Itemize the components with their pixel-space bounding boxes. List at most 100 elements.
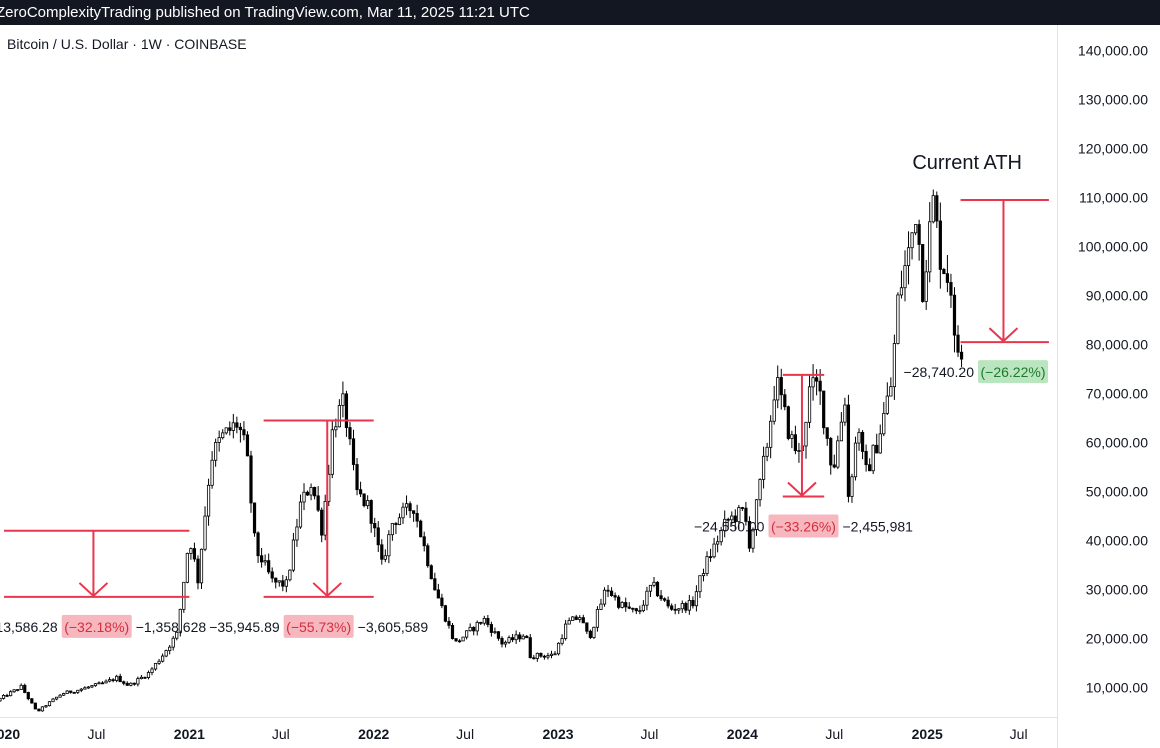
candle-body xyxy=(465,630,469,638)
x-tick-label: Jul xyxy=(640,726,658,742)
candle-body xyxy=(150,668,154,673)
candle-body xyxy=(62,693,66,696)
candle-body xyxy=(118,675,122,683)
candle-body xyxy=(369,500,373,524)
candle-body xyxy=(899,287,904,296)
candle-body xyxy=(571,616,575,621)
candle-body xyxy=(461,636,465,642)
candle-body xyxy=(811,377,815,388)
candle-body xyxy=(182,581,186,610)
candle-body xyxy=(825,427,829,439)
y-tick-label: 60,000.00 xyxy=(1086,435,1148,451)
x-tick-label: 2025 xyxy=(912,726,943,742)
pct-badge xyxy=(283,614,354,638)
candle-body xyxy=(132,682,136,685)
candle-body xyxy=(305,491,310,496)
candle-body xyxy=(153,662,158,670)
candle-body xyxy=(164,650,168,657)
candle-body xyxy=(457,640,462,643)
candle-body xyxy=(404,503,409,508)
candle-body xyxy=(945,273,950,283)
candle-body xyxy=(214,442,218,461)
pct-change-label: (−26.22%) xyxy=(981,364,1046,380)
candle-body xyxy=(334,426,338,431)
candle-body xyxy=(362,493,366,507)
candle-body xyxy=(90,685,94,688)
candle-body xyxy=(606,589,610,592)
candle-body xyxy=(206,484,211,517)
candle-body xyxy=(910,232,914,249)
candle-body xyxy=(228,427,232,431)
candle-body xyxy=(574,616,578,620)
candle-body xyxy=(217,437,221,443)
candle-body xyxy=(93,683,98,687)
candle-body xyxy=(436,589,440,599)
candle-body xyxy=(341,393,345,406)
candle-body xyxy=(203,515,207,550)
current-ath-label: Current ATH xyxy=(912,152,1022,174)
candle-body xyxy=(797,450,801,452)
candle-body xyxy=(65,690,69,694)
candle-body xyxy=(125,682,129,686)
candle-body xyxy=(578,617,582,620)
candle-body xyxy=(698,575,702,593)
candle-body xyxy=(560,638,564,644)
candle-body xyxy=(733,515,737,523)
candle-body xyxy=(620,602,624,608)
candle-body xyxy=(786,406,790,439)
candle-body xyxy=(500,637,504,645)
y-tick-label: 80,000.00 xyxy=(1086,337,1148,353)
candle-body xyxy=(58,694,62,698)
y-tick-label: 90,000.00 xyxy=(1086,288,1148,304)
candle-body xyxy=(122,681,126,684)
candle-body xyxy=(1,694,6,699)
candle-body xyxy=(956,334,960,353)
candle-body xyxy=(528,637,532,659)
candle-body xyxy=(730,515,734,521)
candle-body xyxy=(677,608,681,611)
y-tick-label: 10,000.00 xyxy=(1086,680,1148,696)
y-tick-label: 110,000.00 xyxy=(1079,190,1148,206)
pct-change-label: (−55.73%) xyxy=(286,619,351,635)
candle-body xyxy=(355,464,359,491)
candle-body xyxy=(503,641,508,645)
candle-body xyxy=(673,608,677,611)
candle-body xyxy=(104,680,108,684)
candle-body xyxy=(79,688,83,691)
candle-body xyxy=(37,708,41,712)
candle-body xyxy=(175,631,179,639)
candle-body xyxy=(242,429,246,436)
candle-body xyxy=(942,269,946,275)
candle-body xyxy=(913,224,918,234)
candle-body xyxy=(807,386,812,423)
candle-body xyxy=(765,446,769,457)
candle-body xyxy=(40,706,45,712)
candle-body xyxy=(83,687,87,690)
candle-body xyxy=(139,676,144,680)
candle-body xyxy=(860,431,865,452)
candle-body xyxy=(896,294,900,344)
candle-body xyxy=(663,598,667,601)
pct-change-label: (−33.26%) xyxy=(771,518,836,534)
candle-body xyxy=(479,621,483,624)
candle-body xyxy=(249,455,253,504)
candle-body xyxy=(337,405,341,428)
candle-body xyxy=(705,556,709,574)
candle-body xyxy=(549,653,554,656)
time-axis-divider xyxy=(0,717,1057,718)
candle-body xyxy=(815,377,819,382)
candle-body xyxy=(871,444,875,472)
candle-body xyxy=(390,523,394,536)
candle-body xyxy=(726,518,730,521)
candle-body xyxy=(433,578,437,591)
candle-body xyxy=(192,548,197,560)
candle-body xyxy=(716,541,720,545)
candle-body xyxy=(691,600,695,607)
candle-body xyxy=(267,560,271,573)
candle-body xyxy=(284,579,288,587)
candle-body xyxy=(645,590,649,606)
candle-body xyxy=(115,675,119,681)
candle-body xyxy=(270,571,274,579)
x-tick-label: Jul xyxy=(88,726,106,742)
